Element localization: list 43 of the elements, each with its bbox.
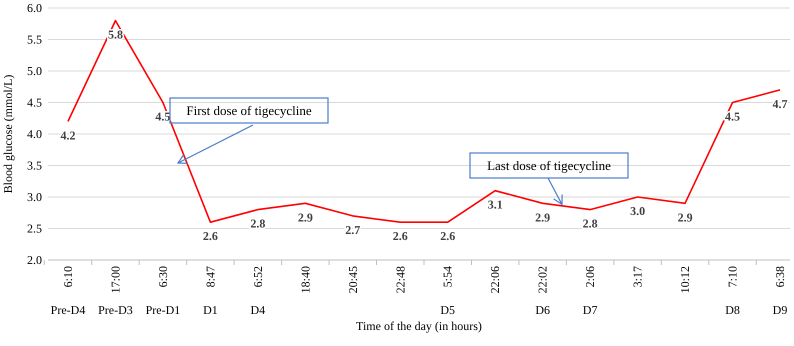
data-label: 2.7	[345, 222, 360, 237]
annotation: First dose of tigecycline	[186, 103, 312, 118]
y-tick-label: 2.5	[27, 222, 42, 236]
x-tick-label: 22:02 D6	[535, 266, 550, 317]
x-tick-label: 22:48	[393, 266, 408, 294]
x-axis-title: Time of the day (in hours)	[356, 319, 482, 333]
category-label: 6:10 Pre-D4	[50, 266, 86, 317]
data-label: 2.6	[392, 229, 408, 244]
data-label: 2.8	[582, 216, 598, 231]
y-tick-label: 4.0	[27, 127, 42, 141]
category-label: 6:52 D4	[250, 266, 266, 317]
data-label: 4.2	[60, 128, 76, 142]
x-tick-label: 10:12	[678, 266, 692, 294]
y-tick-label: 3.5	[27, 158, 42, 172]
data-label: 2.9	[678, 210, 693, 224]
x-tick-label: 18:40	[298, 266, 312, 294]
category-label: 8:47 D1	[203, 266, 218, 317]
annotation: Last dose of tigecycline	[487, 158, 612, 173]
y-tick-label: 2.0	[27, 253, 42, 267]
y-tick-label: 3.0	[27, 190, 42, 204]
x-tick-label: 22:06	[488, 266, 502, 294]
data-label: 2.6	[440, 229, 456, 244]
data-label: 2.6	[202, 229, 218, 244]
data-label: 2.8	[250, 216, 266, 231]
y-tick-label: 5.0	[27, 64, 42, 78]
data-label: 3.1	[488, 198, 503, 212]
data-label: 2.9	[535, 210, 550, 224]
data-label: 4.7	[772, 96, 788, 111]
x-tick-label: 17:00 Pre-D3	[98, 266, 133, 317]
data-label: 5.8	[108, 28, 123, 42]
data-label: 3.0	[630, 204, 646, 218]
category-label: 6:30 Pre-D1	[146, 266, 180, 317]
x-tick-label: 20:45	[346, 266, 360, 294]
y-tick-label: 5.5	[27, 32, 42, 46]
y-tick-label: 4.5	[27, 96, 42, 110]
category-label: 5:54 D5	[440, 266, 456, 317]
category-label: 6:38 D9	[772, 266, 788, 317]
category-label: 2:06 D7	[582, 266, 598, 317]
y-axis-title: Blood glucose (mmol/L)	[1, 74, 15, 194]
y-tick-label: 6.0	[27, 1, 42, 15]
x-tick-label: 3:17	[630, 266, 645, 288]
data-label: 2.9	[298, 210, 313, 224]
category-label: 7:10 D8	[725, 266, 740, 317]
